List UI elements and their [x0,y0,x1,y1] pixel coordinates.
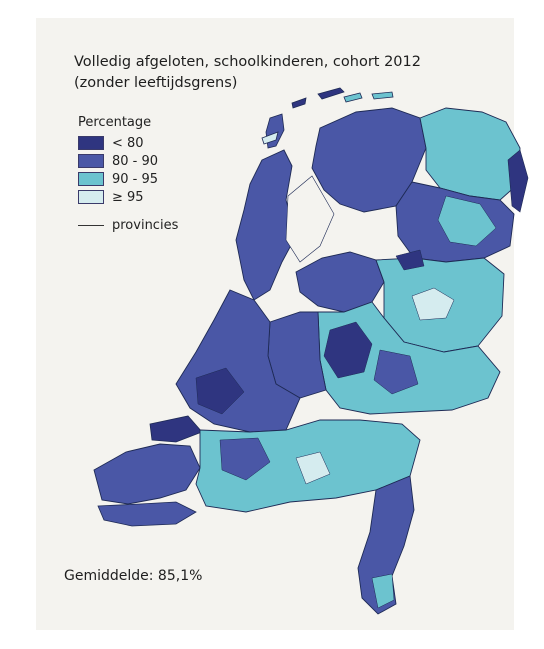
legend: Percentage < 80 80 - 90 90 - 95 ≥ 95 pro… [78,115,178,233]
legend-title: Percentage [78,115,152,130]
gelderland-dark [323,321,373,379]
island-schiermonnikoog [371,91,394,100]
zeeland-north [149,415,203,443]
gelderland-mid [373,349,419,395]
legend-swatch [78,136,104,150]
zuid-holland-dark [195,367,245,415]
overijssel-pale [411,287,455,321]
limburg-light [371,573,395,609]
region-groningen [419,107,521,201]
legend-province-line: provincies [78,218,178,233]
title-line-1: Volledig afgeloten, schoolkinderen, coho… [74,54,421,70]
island-terschelling [317,87,345,100]
legend-label: 80 - 90 [112,153,159,169]
region-noord-holland [235,149,297,301]
brabant-pale [295,451,331,485]
legend-item: 90 - 95 [78,170,178,188]
legend-item: < 80 [78,134,178,152]
legend-line-label: provincies [112,218,179,233]
island-ameland [343,92,363,103]
lake-ijsselmeer [285,175,335,263]
map-title: Volledig afgeloten, schoolkinderen, coho… [74,52,421,94]
zeeland-flanders [97,501,197,527]
region-limburg [357,475,415,615]
legend-swatch [78,154,104,168]
island-texel [265,113,285,149]
overijssel-dark [395,249,425,271]
region-zeeland [93,443,201,505]
legend-label: < 80 [112,135,144,151]
legend-swatch [78,172,104,186]
brabant-dark [219,437,271,481]
island-vlieland [291,97,307,109]
region-flevoland [295,251,385,313]
average-label: Gemiddelde: 85,1% [64,568,203,584]
drenthe-light [437,195,497,247]
legend-item: 80 - 90 [78,152,178,170]
groningen-dark-strip [507,149,529,213]
legend-label: ≥ 95 [112,189,144,205]
island-small [261,131,279,145]
title-line-2: (zonder leeftijdsgrens) [74,75,238,91]
province-line-icon [78,225,104,226]
legend-swatch [78,190,104,204]
legend-item: ≥ 95 [78,188,178,206]
legend-label: 90 - 95 [112,171,159,187]
